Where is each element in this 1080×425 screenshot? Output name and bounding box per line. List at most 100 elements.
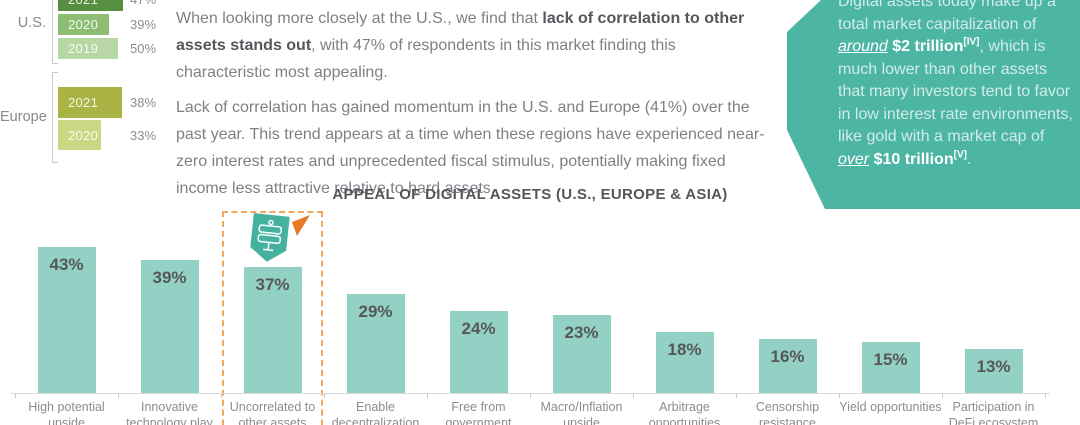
signpost-icon <box>250 213 290 262</box>
mini-bar-year: 2021 <box>68 95 99 110</box>
highlight-dashed-box <box>222 211 323 425</box>
appeal-bar: 15% <box>861 342 920 393</box>
callout-segment: , which is much lower than other assets … <box>838 38 1073 145</box>
appeal-bar: 37% <box>243 267 302 393</box>
category-label: Yield opportunities <box>839 400 942 414</box>
axis-tick <box>221 393 222 398</box>
appeal-bar: 13% <box>964 349 1023 393</box>
bar-area: 16% <box>758 210 817 393</box>
chart-column: 29% Enable decentralization <box>324 210 427 425</box>
axis-tick <box>530 393 531 398</box>
chart-column: 43% High potential upside <box>15 210 118 425</box>
mini-bar-value: 39% <box>130 17 157 32</box>
chart-column: 16% Censorship resistance <box>736 210 839 425</box>
appeal-bar-value: 16% <box>770 347 805 366</box>
axis-tick <box>839 393 840 398</box>
appeal-bar-value: 18% <box>667 340 702 359</box>
appeal-bar: 18% <box>655 332 714 393</box>
mini-bar: 2021 <box>58 87 122 118</box>
region-label: Europe <box>0 109 47 125</box>
appeal-bar: 29% <box>346 294 405 393</box>
category-label: Innovative technology play <box>126 400 213 425</box>
bar-area: 23% <box>552 210 611 393</box>
mini-bar-value: 38% <box>130 95 157 110</box>
appeal-bar: 24% <box>449 311 508 393</box>
bar-area: 37% <box>243 210 302 393</box>
mini-bar-year: 2020 <box>68 17 99 32</box>
callout-segment: over <box>838 150 870 168</box>
bar-area: 29% <box>346 210 405 393</box>
chart-column: 37% Uncorrelated to other assets <box>221 210 324 425</box>
signpost-badge <box>247 212 293 271</box>
bar-area: 15% <box>861 210 920 393</box>
appeal-bar: 39% <box>140 260 199 393</box>
appeal-bar-value: 39% <box>152 268 187 287</box>
chart-column: 39% Innovative technology play <box>118 210 221 425</box>
bar-area: 13% <box>964 210 1023 393</box>
chart-column: 15% Yield opportunities <box>839 210 942 425</box>
chart-column: 18% Arbitrage opportunities <box>633 210 736 425</box>
bar-columns: 43% High potential upside 39% Innovative tech… <box>15 210 1045 425</box>
appeal-bar: 43% <box>37 247 96 393</box>
market-cap-callout: Digital assets today make up a total mar… <box>787 0 1080 209</box>
axis-tick <box>118 393 119 398</box>
appeal-bar: 23% <box>552 315 611 393</box>
bar-area: 24% <box>449 210 508 393</box>
mini-bar-year: 2019 <box>68 41 99 56</box>
appeal-bar-value: 24% <box>461 319 496 338</box>
appeal-bar-value: 15% <box>873 350 908 369</box>
category-label: Free from government <box>445 400 512 425</box>
callout-segment: $10 trillion <box>873 150 954 168</box>
orange-flag-icon <box>292 215 312 242</box>
appeal-bar-value: 43% <box>49 255 84 274</box>
axis-tick <box>427 393 428 398</box>
axis-tick <box>1045 393 1046 398</box>
chart-title: APPEAL OF DIGITAL ASSETS (U.S., EUROPE &… <box>332 186 728 203</box>
appeal-bar-value: 37% <box>255 275 290 294</box>
appeal-bar: 16% <box>758 339 817 393</box>
category-label: Censorship resistance <box>755 400 820 425</box>
mini-bar-value: 33% <box>130 127 157 143</box>
paragraph-text: , with 47% of respondents in this market… <box>176 37 676 81</box>
appeal-bar-value: 13% <box>976 357 1011 376</box>
appeal-bar-value: 23% <box>564 323 599 342</box>
region-label: U.S. <box>17 15 46 31</box>
mini-bar: 2020 <box>58 120 101 150</box>
paragraph-bold-text: lack of correlation to other assets stan… <box>176 10 745 54</box>
regional-correlation-chart: U.S. 2021 47% 2020 39% 2019 50% Europe 2021 38% 20… <box>0 0 175 175</box>
callout-segment: [V] <box>953 149 967 161</box>
axis-tick <box>15 393 16 398</box>
mini-bar-year: 2020 <box>68 127 99 143</box>
mini-bar-value: 50% <box>130 41 157 56</box>
category-label: Uncorrelated to other assets <box>229 400 316 425</box>
category-label: Enable decentralization <box>331 400 420 425</box>
callout-segment: Digital assets today make up a total mar… <box>838 0 1056 33</box>
paragraph-text: When looking more closely at the U.S., w… <box>176 10 543 27</box>
region-bracket <box>52 0 58 64</box>
mini-bar: 2021 <box>58 0 123 11</box>
paragraph-momentum: Lack of correlation has gained momentum … <box>176 99 765 197</box>
appeal-bar-value: 29% <box>358 302 393 321</box>
mini-bar: 2020 <box>58 14 109 35</box>
bar-area: 18% <box>655 210 714 393</box>
chart-column: 24% Free from government <box>427 210 530 425</box>
mini-bar-value: 47% <box>130 0 156 11</box>
callout-segment: [IV] <box>963 36 980 48</box>
category-label: Participation in DeFi ecosystem <box>948 400 1039 425</box>
category-label: Macro/Inflation upside <box>540 400 623 425</box>
mini-bar: 2019 <box>58 38 118 59</box>
axis-tick <box>633 393 634 398</box>
mini-bar-year: 2021 <box>58 0 98 7</box>
callout-segment: . <box>966 150 972 168</box>
bar-area: 43% <box>37 210 96 393</box>
chart-column: 23% Macro/Inflation upside <box>530 210 633 425</box>
axis-tick <box>324 393 325 398</box>
callout-segment: around <box>838 38 888 55</box>
category-label: Arbitrage opportunities <box>648 400 721 425</box>
region-bracket <box>52 72 58 163</box>
appeal-of-digital-assets-chart: 43% High potential upside 39% Innovative tech… <box>10 210 1050 425</box>
axis-tick <box>736 393 737 398</box>
chart-column: 13% Participation in DeFi ecosystem <box>942 210 1045 425</box>
paragraph-us-correlation: When looking more closely at the U.S., w… <box>176 5 766 86</box>
